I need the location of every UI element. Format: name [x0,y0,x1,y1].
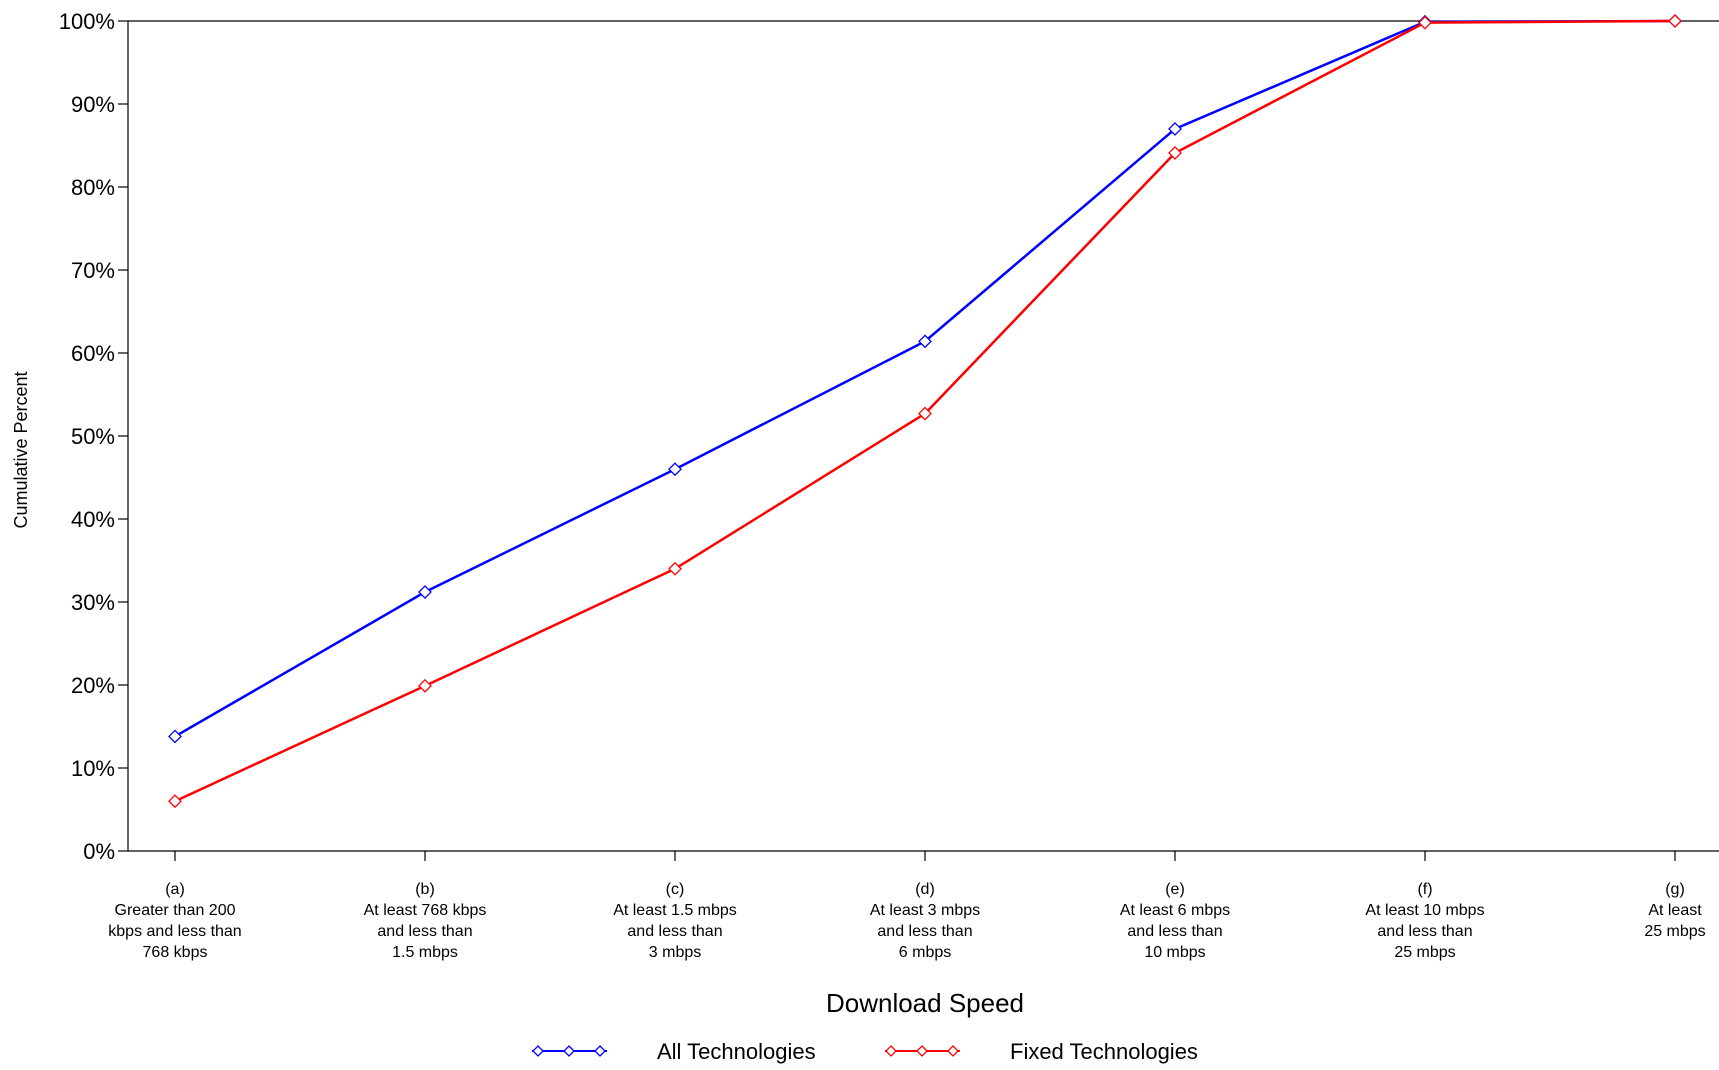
x-tick-label-line: and less than [377,923,472,940]
y-tick-label: 80% [71,175,115,200]
x-tick-label-line: (g) [1665,881,1685,898]
x-tick-label-line: (c) [666,881,685,898]
x-tick-label-line: At least 3 mbps [870,902,980,919]
y-tick-label: 50% [71,424,115,449]
data-point-marker [564,1046,574,1056]
series-1 [169,15,1681,807]
x-tick-label-line: 25 mbps [1394,944,1455,961]
x-tick-label-line: (e) [1165,881,1185,898]
data-point-marker [169,795,181,807]
x-tick-label-line: (f) [1417,881,1432,898]
x-tick-label-line: (a) [165,881,185,898]
data-point-marker [419,680,431,692]
x-tick-label: (e) At least 6 mbps and less than 10 mbps [1120,881,1230,961]
data-point-marker [533,1046,543,1056]
y-tick-label: 100% [59,9,115,34]
x-tick-label-line: (d) [915,881,935,898]
x-axis-ticks: (a) Greater than 200 kbps and less than 768… [108,851,1705,961]
data-point-marker [917,1046,927,1056]
data-point-marker [419,586,431,598]
x-tick-label-line: 768 kbps [143,944,208,961]
x-tick-label-line: At least [1648,902,1702,919]
x-tick-label-line: At least 10 mbps [1365,902,1484,919]
x-tick-label-line: and less than [877,923,972,940]
y-axis-ticks: 0% 10% 20% 30% 40% 50% 60% 70% 80% 90% 100% [59,9,128,864]
x-tick-label: (g) At least 25 mbps [1644,881,1705,940]
x-tick-label-line: and less than [1377,923,1472,940]
data-point-marker [669,563,681,575]
x-tick-label: (f) At least 10 mbps and less than 25 mbps [1365,881,1484,961]
data-point-marker [1669,15,1681,27]
y-tick-label: 70% [71,258,115,283]
y-tick-label: 0% [83,839,115,864]
series-0 [169,15,1681,742]
x-tick-label: (d) At least 3 mbps and less than 6 mbps [870,881,980,961]
x-tick-label-line: At least 6 mbps [1120,902,1230,919]
x-tick-label: (c) At least 1.5 mbps and less than 3 mbps [613,881,737,961]
legend-item: All Technologies [532,1039,816,1064]
data-point-marker [669,463,681,475]
x-tick-label: (a) Greater than 200 kbps and less than 768… [108,881,241,961]
data-point-marker [595,1046,605,1056]
y-tick-label: 60% [71,341,115,366]
data-point-marker [1419,17,1431,29]
data-point-marker [169,730,181,742]
x-tick-label-line: (b) [415,881,435,898]
axes [128,21,1719,851]
y-tick-label: 20% [71,673,115,698]
x-tick-label-line: 3 mbps [649,944,701,961]
y-tick-label: 30% [71,590,115,615]
x-tick-label-line: 25 mbps [1644,923,1705,940]
x-tick-label-line: Greater than 200 [115,902,236,919]
data-point-marker [886,1046,896,1056]
legend-label: Fixed Technologies [1010,1039,1198,1064]
series-lines [169,15,1681,807]
y-tick-label: 10% [71,756,115,781]
x-tick-label-line: and less than [627,923,722,940]
legend-label: All Technologies [657,1039,816,1064]
x-tick-label-line: At least 768 kbps [364,902,487,919]
y-tick-label: 40% [71,507,115,532]
y-tick-label: 90% [71,92,115,117]
x-tick-label-line: kbps and less than [108,923,241,940]
series-line [175,21,1675,736]
legend: All Technologies Fixed Technologies [532,1039,1198,1064]
x-tick-label: (b) At least 768 kbps and less than 1.5 mbp… [364,881,487,961]
x-tick-label-line: 1.5 mbps [392,944,458,961]
y-axis-title: Cumulative Percent [11,371,31,528]
x-tick-label-line: 6 mbps [899,944,951,961]
x-tick-label-line: 10 mbps [1144,944,1205,961]
data-point-marker [948,1046,958,1056]
x-tick-label-line: At least 1.5 mbps [613,902,737,919]
x-axis-title: Download Speed [826,988,1024,1018]
legend-item: Fixed Technologies [885,1039,1198,1064]
x-tick-label-line: and less than [1127,923,1222,940]
